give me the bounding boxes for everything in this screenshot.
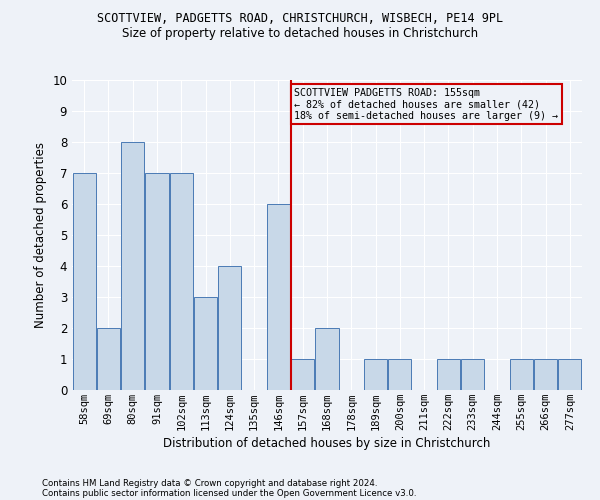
Bar (437, 359, 460, 390)
Text: Contains public sector information licensed under the Open Government Licence v3: Contains public sector information licen… (42, 488, 416, 498)
Bar (559, 359, 581, 390)
Bar (510, 359, 533, 390)
Text: Size of property relative to detached houses in Christchurch: Size of property relative to detached ho… (122, 28, 478, 40)
Bar (534, 359, 557, 390)
Bar (267, 204, 290, 390)
Bar (388, 359, 412, 390)
Bar (73, 173, 95, 390)
Bar (194, 297, 217, 390)
Bar (291, 359, 314, 390)
Bar (145, 173, 169, 390)
Y-axis label: Number of detached properties: Number of detached properties (34, 142, 47, 328)
Bar (170, 173, 193, 390)
Bar (364, 359, 387, 390)
Text: SCOTTVIEW PADGETTS ROAD: 155sqm
← 82% of detached houses are smaller (42)
18% of: SCOTTVIEW PADGETTS ROAD: 155sqm ← 82% of… (294, 88, 558, 121)
Bar (218, 266, 241, 390)
Bar (97, 328, 120, 390)
Bar (461, 359, 484, 390)
Text: SCOTTVIEW, PADGETTS ROAD, CHRISTCHURCH, WISBECH, PE14 9PL: SCOTTVIEW, PADGETTS ROAD, CHRISTCHURCH, … (97, 12, 503, 26)
Bar (121, 142, 144, 390)
Bar (316, 328, 338, 390)
Text: Contains HM Land Registry data © Crown copyright and database right 2024.: Contains HM Land Registry data © Crown c… (42, 478, 377, 488)
X-axis label: Distribution of detached houses by size in Christchurch: Distribution of detached houses by size … (163, 437, 491, 450)
